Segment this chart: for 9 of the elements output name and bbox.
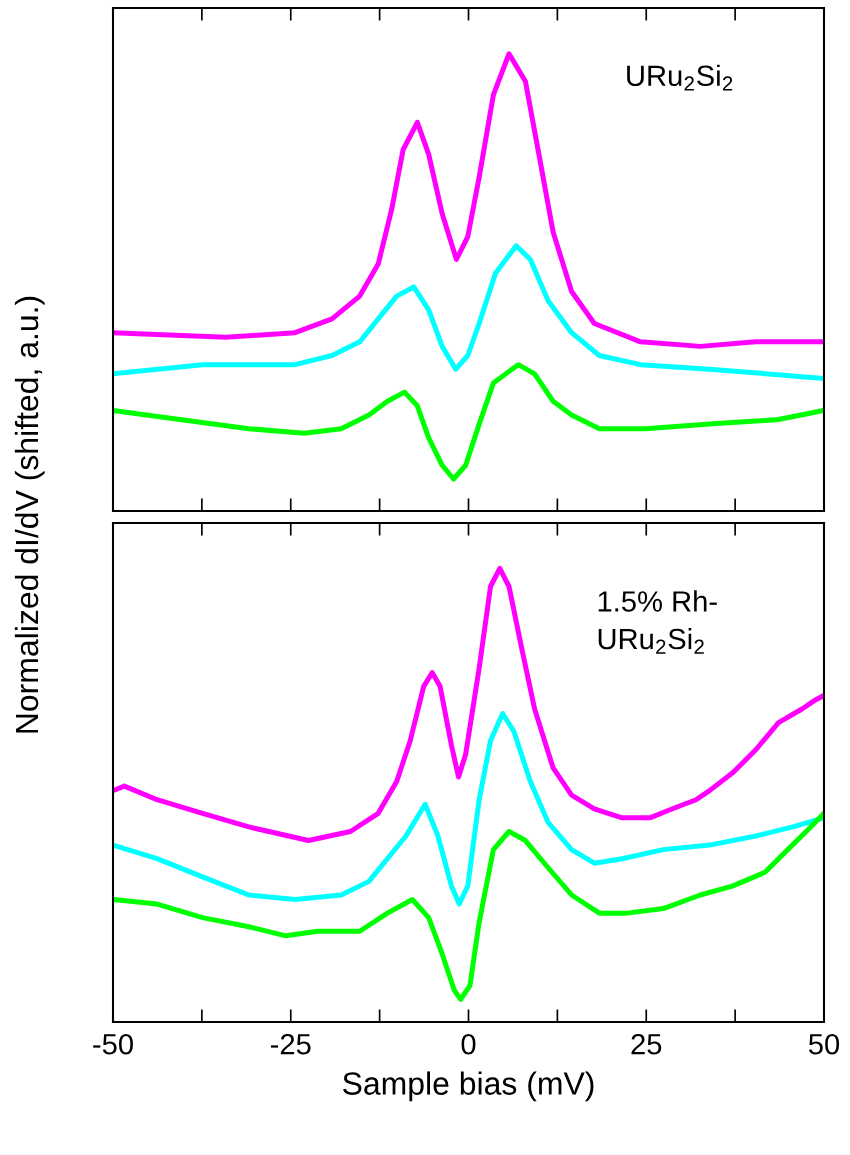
annotation: URu$_{2}$Si$_{2}$ [627,64,733,91]
x-tick-label: 25 [631,1033,662,1055]
x-tick-label: -50 [93,1033,133,1055]
y-axis-title: Normalized dI/dV (shifted, a.u.) [14,296,45,733]
x-tick-label: 0 [461,1033,476,1055]
x-tick-label: -25 [270,1033,311,1055]
annotation: 1.5% Rh- URu$_{2}$Si$_{2}$ [598,590,717,654]
x-tick-label: 50 [808,1033,840,1055]
x-axis-title: Sample bias (mV) [343,1071,594,1102]
